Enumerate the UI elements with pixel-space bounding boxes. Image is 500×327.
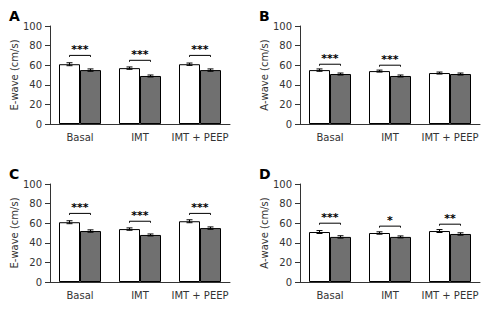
svg-text:0: 0 <box>286 119 292 130</box>
svg-text:40: 40 <box>279 237 292 248</box>
svg-text:60: 60 <box>279 60 292 71</box>
svg-text:60: 60 <box>279 218 292 229</box>
svg-text:Basal: Basal <box>316 290 343 301</box>
svg-text:IMT: IMT <box>131 132 150 143</box>
svg-text:20: 20 <box>29 257 42 268</box>
svg-text:A-wave (cm/s): A-wave (cm/s) <box>259 39 270 111</box>
svg-text:IMT + PEEP: IMT + PEEP <box>421 132 478 143</box>
svg-text:0: 0 <box>286 277 292 288</box>
svg-text:100: 100 <box>23 179 42 190</box>
svg-text:B: B <box>259 8 270 24</box>
svg-text:**: ** <box>444 212 456 225</box>
svg-text:IMT + PEEP: IMT + PEEP <box>171 132 228 143</box>
svg-text:IMT + PEEP: IMT + PEEP <box>421 290 478 301</box>
svg-text:IMT: IMT <box>381 132 400 143</box>
svg-text:80: 80 <box>279 198 292 209</box>
svg-text:80: 80 <box>279 40 292 51</box>
svg-text:0: 0 <box>36 277 42 288</box>
svg-text:0: 0 <box>36 119 42 130</box>
svg-text:80: 80 <box>29 198 42 209</box>
svg-text:40: 40 <box>279 79 292 90</box>
svg-text:Basal: Basal <box>316 132 343 143</box>
svg-text:Basal: Basal <box>66 132 93 143</box>
svg-text:40: 40 <box>29 237 42 248</box>
svg-text:20: 20 <box>279 257 292 268</box>
svg-text:20: 20 <box>279 99 292 110</box>
svg-text:***: *** <box>131 48 149 61</box>
svg-text:E-wave (cm/s): E-wave (cm/s) <box>9 39 20 110</box>
svg-text:40: 40 <box>29 79 42 90</box>
svg-text:IMT + PEEP: IMT + PEEP <box>171 290 228 301</box>
svg-text:E-wave (cm/s): E-wave (cm/s) <box>9 197 20 268</box>
svg-text:A-wave (cm/s): A-wave (cm/s) <box>259 197 270 269</box>
svg-text:***: *** <box>131 209 149 222</box>
svg-text:***: *** <box>191 201 209 214</box>
svg-text:60: 60 <box>29 218 42 229</box>
svg-text:***: *** <box>191 43 209 56</box>
svg-text:***: *** <box>321 211 339 224</box>
svg-text:IMT: IMT <box>131 290 150 301</box>
svg-text:Basal: Basal <box>66 290 93 301</box>
svg-text:100: 100 <box>23 21 42 32</box>
svg-text:A: A <box>9 8 20 24</box>
svg-text:100: 100 <box>273 21 292 32</box>
svg-text:D: D <box>259 166 271 182</box>
svg-text:80: 80 <box>29 40 42 51</box>
svg-text:***: *** <box>71 43 89 56</box>
svg-text:100: 100 <box>273 179 292 190</box>
svg-text:***: *** <box>381 53 399 66</box>
svg-text:IMT: IMT <box>381 290 400 301</box>
svg-text:60: 60 <box>29 60 42 71</box>
svg-text:***: *** <box>321 52 339 65</box>
svg-text:***: *** <box>71 201 89 214</box>
svg-text:*: * <box>387 214 393 227</box>
svg-text:C: C <box>9 166 19 182</box>
svg-text:20: 20 <box>29 99 42 110</box>
